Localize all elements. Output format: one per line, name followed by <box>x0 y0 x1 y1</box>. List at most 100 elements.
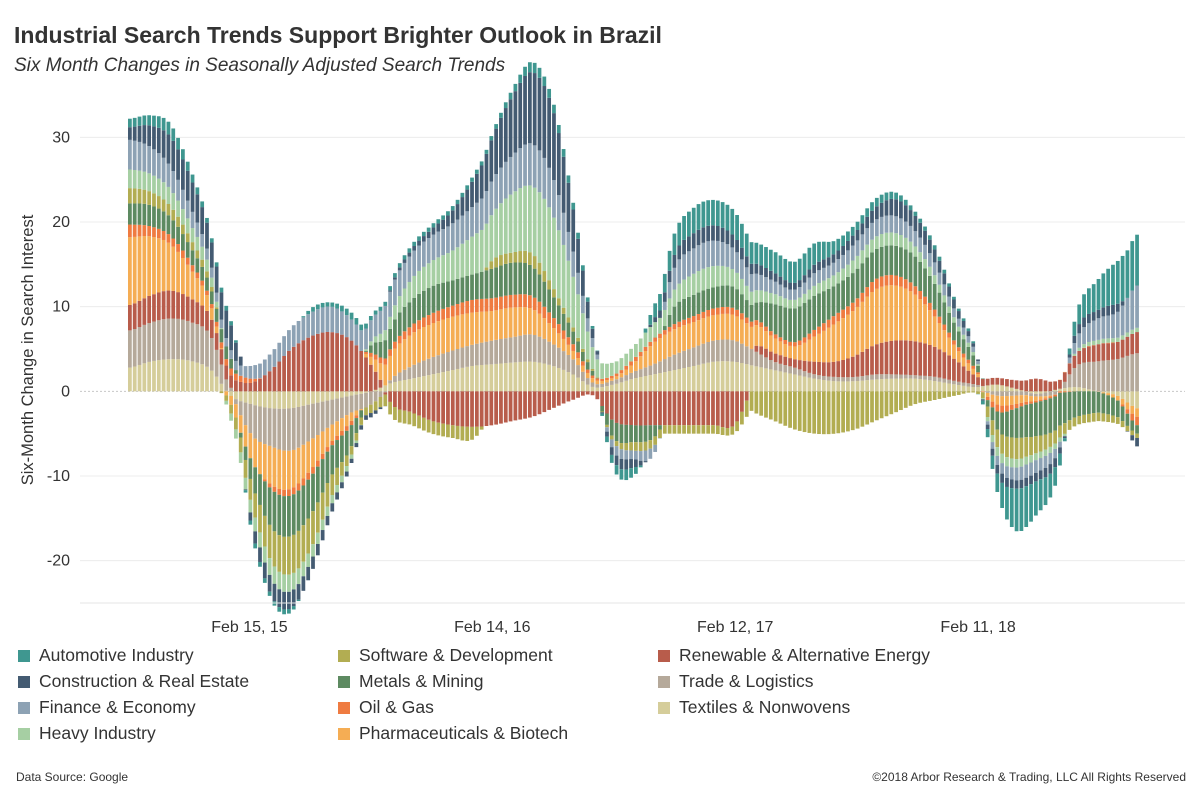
bar-segment <box>773 273 778 282</box>
bar-segment <box>417 391 421 416</box>
bar-segment <box>609 362 614 376</box>
bar-segment <box>470 344 474 366</box>
bar-segment <box>1062 423 1067 434</box>
bar-segment <box>508 391 513 422</box>
bar-segment <box>932 316 937 347</box>
bar-segment <box>470 391 474 427</box>
bar-segment <box>793 367 797 375</box>
bar-segment <box>629 348 633 362</box>
bar-segment <box>354 415 359 419</box>
bar-segment <box>648 314 653 325</box>
bar-segment <box>349 319 354 341</box>
bar-segment <box>137 188 142 204</box>
bar-segment <box>990 455 995 469</box>
bar-segment <box>330 399 335 425</box>
bar-segment <box>407 252 412 257</box>
bar-segment <box>614 361 619 374</box>
bar-segment <box>455 199 460 205</box>
bar-segment <box>272 447 277 487</box>
bar-segment <box>234 370 238 374</box>
bar-segment <box>166 186 171 204</box>
x-tick-label: Feb 14, 16 <box>454 619 531 636</box>
bar-segment <box>137 224 142 237</box>
bar-segment <box>836 381 841 392</box>
bar-segment <box>1048 391 1053 396</box>
bar-segment <box>899 340 903 375</box>
bar-segment <box>262 375 267 392</box>
bar-segment <box>687 391 691 426</box>
bar-segment <box>214 349 219 377</box>
bar-segment <box>258 378 262 392</box>
bar-segment <box>720 361 725 392</box>
bar-segment <box>1120 406 1125 422</box>
bar-segment <box>267 408 272 446</box>
bar-segment <box>354 440 359 444</box>
bar-segment <box>224 365 229 380</box>
bar-segment <box>426 419 431 433</box>
bar-segment <box>1067 387 1072 392</box>
bar-segment <box>373 342 378 355</box>
bar-segment <box>176 359 180 392</box>
bar-segment <box>378 363 383 380</box>
bar-segment <box>368 404 373 414</box>
bar-segment <box>696 292 701 315</box>
bar-segment <box>523 294 527 308</box>
bar-segment <box>412 250 417 276</box>
bar-segment <box>364 351 368 352</box>
bar-segment <box>426 227 431 232</box>
bar-segment <box>1111 304 1115 315</box>
bar-segment <box>296 490 301 531</box>
bar-segment <box>715 339 720 362</box>
bar-segment <box>315 391 320 403</box>
bar-segment <box>484 270 489 299</box>
bar-segment <box>311 307 315 312</box>
bar-segment <box>1072 343 1077 354</box>
bar-segment <box>200 201 205 208</box>
bar-segment <box>764 291 768 303</box>
bar-segment <box>436 321 441 356</box>
bar-segment <box>450 425 455 438</box>
bar-segment <box>706 200 711 226</box>
bar-segment <box>585 297 590 302</box>
bar-segment <box>812 329 817 337</box>
bar-segment <box>1053 389 1058 392</box>
bar-segment <box>181 159 185 190</box>
bar-segment <box>812 285 817 296</box>
bar-segment <box>908 378 913 392</box>
bar-segment <box>846 306 850 315</box>
bar-segment <box>927 239 932 254</box>
bar-segment <box>470 426 474 440</box>
bar-segment <box>1072 321 1077 336</box>
bar-segment <box>879 246 884 277</box>
bar-segment <box>171 220 176 239</box>
bar-segment <box>282 450 286 490</box>
bar-segment <box>450 223 455 251</box>
bar-segment <box>378 397 383 408</box>
bar-segment <box>1125 413 1130 426</box>
bar-segment <box>899 235 903 248</box>
bar-segment <box>513 307 518 337</box>
bar-segment <box>937 377 942 382</box>
bar-segment <box>1024 404 1029 438</box>
bar-segment <box>181 224 185 235</box>
bar-segment <box>667 371 672 392</box>
bar-segment <box>971 387 976 392</box>
bar-segment <box>1072 335 1077 344</box>
bar-segment <box>826 380 831 392</box>
bar-segment <box>1130 329 1135 334</box>
bar-segment <box>846 377 850 382</box>
bar-segment <box>836 321 841 362</box>
bar-segment <box>701 290 706 312</box>
bar-segment <box>624 450 629 460</box>
bar-segment <box>759 327 764 347</box>
bar-segment <box>248 512 253 521</box>
bar-segment <box>296 568 301 585</box>
bar-segment <box>831 286 836 317</box>
bar-segment <box>417 293 421 321</box>
bar-segment <box>1106 360 1111 392</box>
bar-segment <box>985 392 990 397</box>
legend-item: Construction & Real Estate <box>18 671 249 692</box>
bar-segment <box>388 383 392 392</box>
bar-segment <box>744 323 749 347</box>
